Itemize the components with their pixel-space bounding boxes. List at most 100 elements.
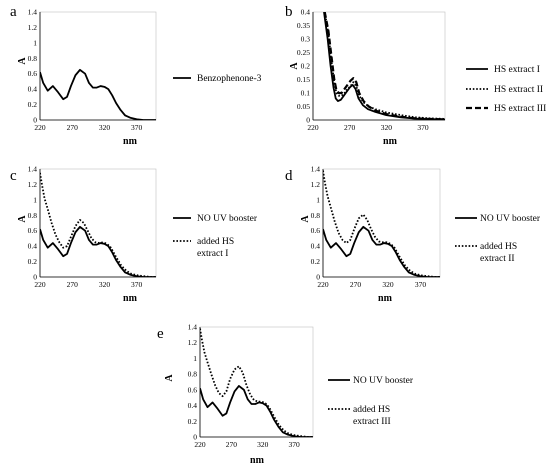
x-axis-label: nm	[378, 293, 393, 304]
y-tick-label: 0.25	[297, 48, 310, 57]
x-axis-label: nm	[383, 136, 398, 147]
legend-label: HS extract III	[494, 104, 546, 114]
legend-label-line1: added HS	[197, 237, 234, 247]
y-tick-label: 1.2	[311, 180, 321, 189]
y-tick-label: 0.8	[28, 54, 38, 63]
panel-letter-c: c	[10, 168, 17, 184]
y-tick-label: 0	[33, 273, 37, 282]
x-axis-label: nm	[123, 293, 138, 304]
y-tick-label: 0.4	[28, 85, 38, 94]
legend-label-line1: added HS	[353, 405, 390, 415]
legend-label-line1: added HS	[480, 242, 517, 252]
y-tick-label: 0.8	[188, 370, 198, 379]
y-tick-label: 0	[316, 273, 320, 282]
x-tick-label: 270	[344, 123, 356, 132]
panel-letter-a: a	[10, 4, 17, 20]
series-line	[40, 172, 156, 277]
chart-panel-d: d A nm NO UV booster added HS extract II	[285, 168, 541, 304]
x-tick-label: 370	[289, 440, 301, 449]
y-tick-label: 0.8	[28, 211, 38, 220]
y-tick-label: 0.8	[311, 211, 321, 220]
y-tick-label: 0.2	[301, 62, 311, 71]
panel-letter-d: d	[285, 168, 293, 184]
y-tick-label: 0.6	[28, 226, 38, 235]
y-axis-label: A	[300, 215, 311, 223]
y-tick-label: 1.4	[311, 165, 321, 174]
y-tick-label: 1	[193, 354, 197, 363]
chart-panel-c: c A nm NO UV booster added HS extract I	[10, 168, 258, 304]
y-tick-label: 0.6	[311, 226, 321, 235]
x-tick-label: 270	[67, 123, 79, 132]
legend-label: NO UV booster	[197, 214, 258, 224]
y-axis-label: A	[164, 374, 175, 382]
series-line	[40, 225, 156, 277]
y-tick-label: 0.2	[188, 417, 198, 426]
y-tick-label: 0.2	[28, 257, 38, 266]
y-tick-label: 1.2	[28, 180, 38, 189]
legend-label-line2: extract III	[353, 417, 391, 427]
x-tick-label: 270	[67, 280, 79, 289]
panel-letter-b: b	[285, 4, 293, 20]
legend-label: NO UV booster	[353, 376, 414, 386]
x-axis-label: nm	[250, 455, 265, 466]
x-tick-label: 220	[307, 123, 319, 132]
chart-panel-b: b A nm HS extract I HS extract II HS ext…	[285, 4, 546, 147]
y-axis-label: A	[17, 215, 28, 223]
y-tick-label: 0.4	[301, 8, 311, 17]
y-tick-label: 1	[33, 38, 37, 47]
y-tick-label: 0.2	[28, 100, 38, 109]
x-tick-label: 370	[415, 280, 427, 289]
x-tick-label: 270	[226, 440, 238, 449]
y-tick-label: 0	[193, 433, 197, 442]
x-axis-label: nm	[123, 136, 138, 147]
x-tick-label: 220	[194, 440, 206, 449]
y-tick-label: 0.3	[301, 35, 311, 44]
y-tick-label: 1	[33, 195, 37, 204]
x-tick-label: 320	[99, 280, 111, 289]
legend-label: HS extract I	[494, 65, 540, 75]
x-tick-label: 220	[34, 280, 46, 289]
legend-label-line2: extract I	[197, 249, 228, 259]
legend-label: HS extract II	[494, 85, 543, 95]
y-tick-label: 1.4	[28, 8, 38, 17]
x-tick-label: 320	[257, 440, 269, 449]
y-tick-label: 0.05	[297, 102, 310, 111]
x-tick-label: 320	[382, 280, 394, 289]
x-tick-label: 220	[34, 123, 46, 132]
legend-label: NO UV booster	[480, 214, 541, 224]
y-tick-label: 1.4	[28, 165, 38, 174]
y-tick-label: 0.6	[28, 69, 38, 78]
legend-label-line2: extract II	[480, 254, 515, 264]
panel-letter-e: e	[157, 326, 164, 342]
y-axis-label: A	[17, 57, 28, 65]
x-tick-label: 370	[417, 123, 429, 132]
y-tick-label: 1.4	[188, 323, 198, 332]
y-tick-label: 1.2	[28, 23, 38, 32]
y-tick-label: 1	[316, 195, 320, 204]
x-tick-label: 220	[317, 280, 329, 289]
series-line	[200, 385, 313, 437]
y-tick-label: 0.15	[297, 75, 310, 84]
series-line	[200, 328, 313, 437]
y-tick-label: 0.2	[311, 257, 321, 266]
y-tick-label: 0.35	[297, 21, 310, 30]
y-tick-label: 1.2	[188, 338, 198, 347]
y-tick-label: 0.4	[311, 242, 321, 251]
x-tick-label: 270	[350, 280, 362, 289]
y-tick-label: 0.4	[28, 242, 38, 251]
x-tick-label: 370	[131, 123, 143, 132]
y-axis-label: A	[289, 62, 300, 70]
legend-label: Benzophenone-3	[197, 74, 262, 84]
y-tick-label: 0.1	[301, 89, 311, 98]
series-line	[323, 12, 445, 120]
x-tick-label: 320	[99, 123, 111, 132]
x-tick-label: 370	[131, 280, 143, 289]
y-tick-label: 0	[33, 116, 37, 125]
y-tick-label: 0.6	[188, 385, 198, 394]
series-line	[323, 12, 445, 120]
y-tick-label: 0	[306, 116, 310, 125]
series-line	[323, 225, 440, 277]
chart-panel-a: a A nm Benzophenone-3	[10, 4, 262, 147]
